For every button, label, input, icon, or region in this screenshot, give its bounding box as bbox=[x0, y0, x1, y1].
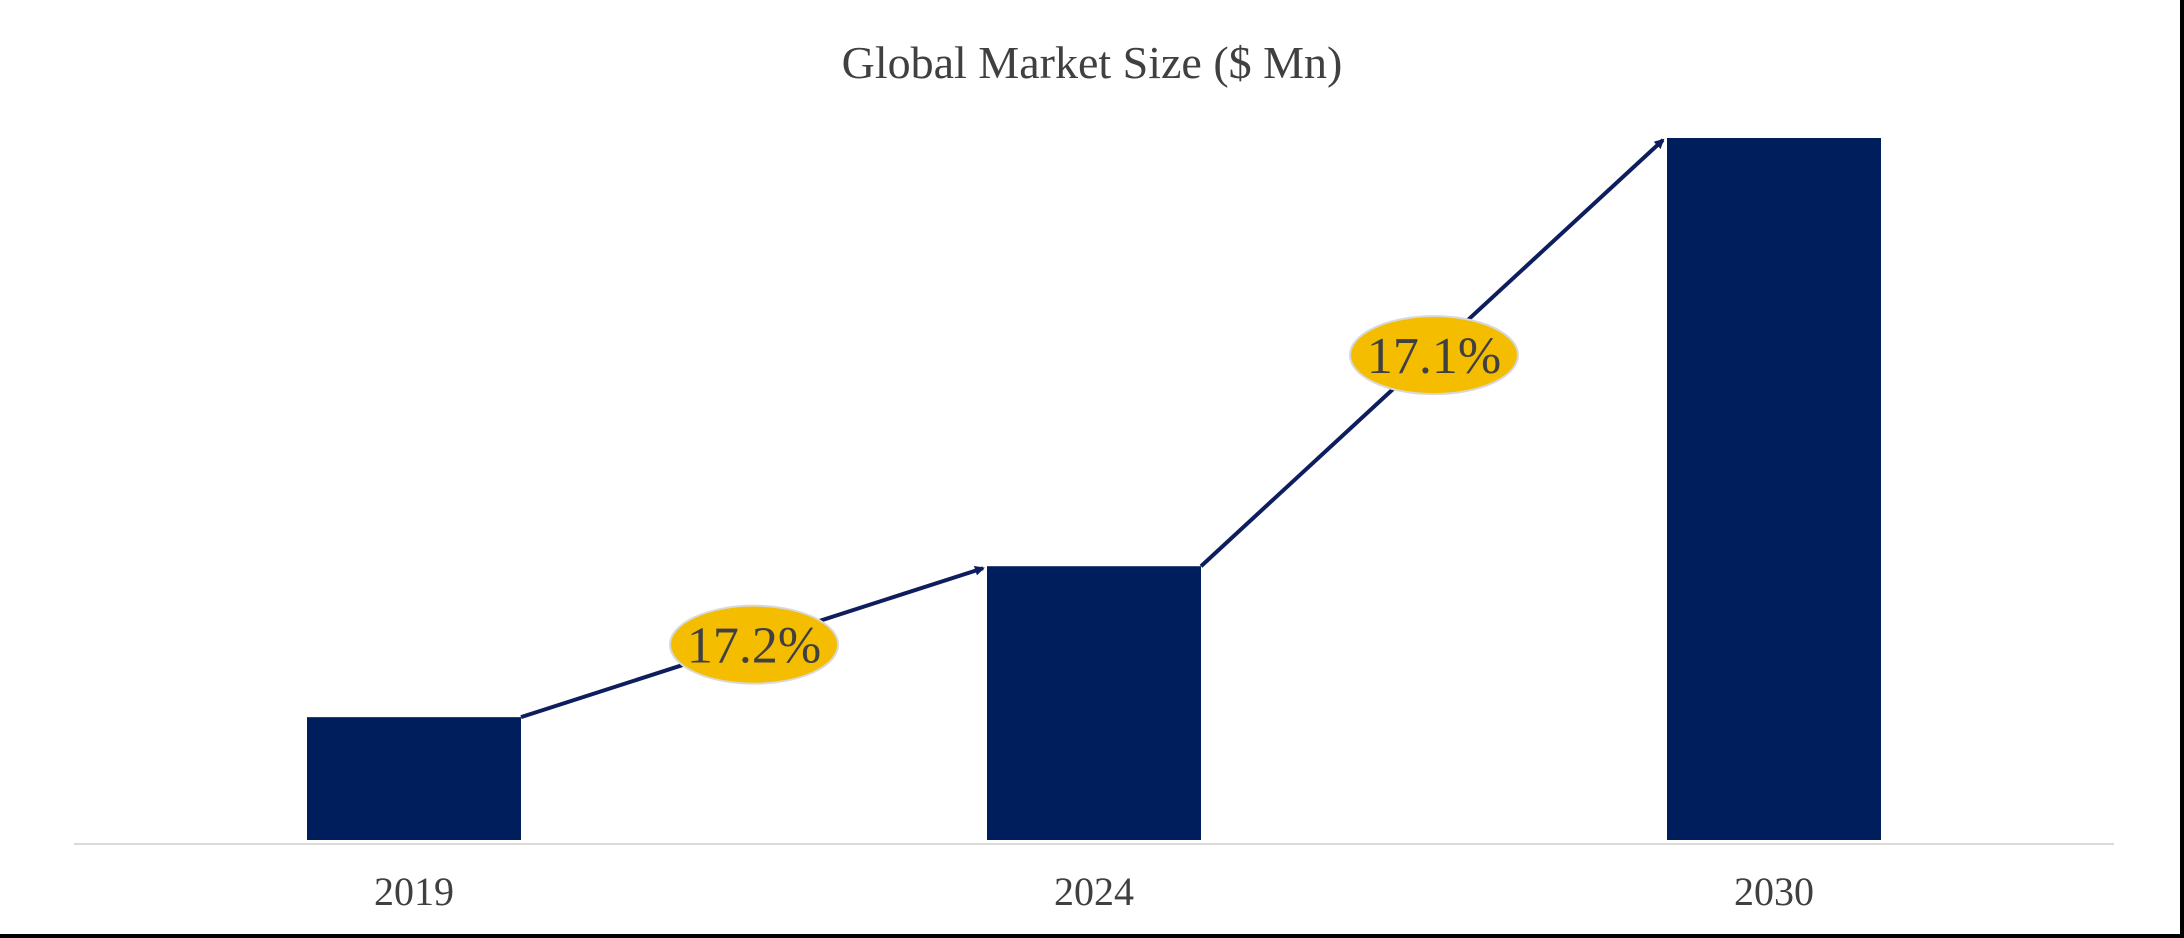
bar-2024 bbox=[987, 566, 1201, 840]
cagr-badge-2 bbox=[1349, 315, 1519, 396]
chart-title: Global Market Size ($ Mn) bbox=[842, 37, 1343, 88]
x-tick-label-2019: 2019 bbox=[374, 869, 454, 914]
cagr-arrows: 17.2% 17.1% bbox=[520, 138, 1665, 720]
bar-2019 bbox=[307, 717, 521, 840]
x-tick-labels: 2019 2024 2030 bbox=[374, 869, 1814, 914]
x-tick-label-2030: 2030 bbox=[1734, 869, 1814, 914]
bars-group bbox=[307, 138, 1881, 840]
bar-2030 bbox=[1667, 138, 1881, 840]
cagr-badge-1 bbox=[669, 604, 839, 685]
cagr-label-1: 17.2% bbox=[687, 618, 821, 675]
x-tick-label-2024: 2024 bbox=[1054, 869, 1134, 914]
cagr-label-2: 17.1% bbox=[1367, 328, 1501, 385]
